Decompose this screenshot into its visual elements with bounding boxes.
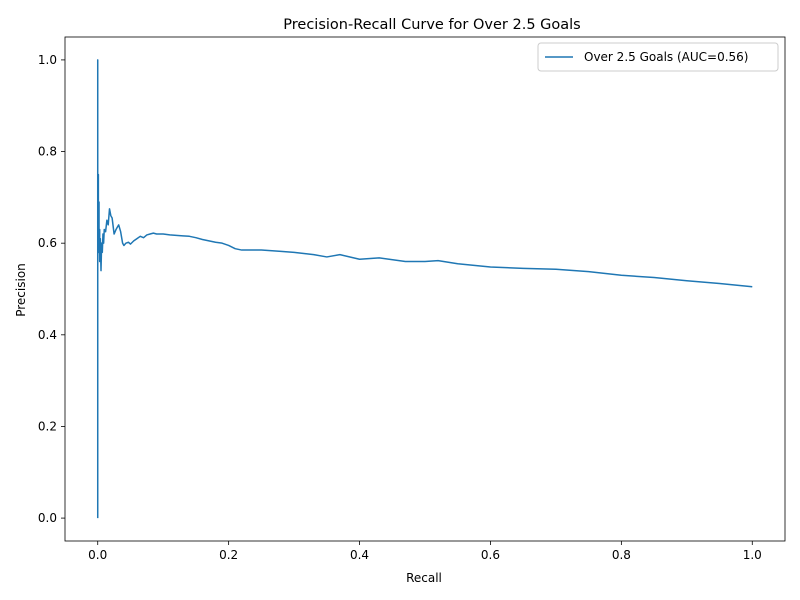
x-tick-label: 0.2 bbox=[219, 548, 238, 562]
y-tick-label: 0.6 bbox=[38, 236, 57, 250]
y-axis-title: Precision bbox=[14, 263, 28, 317]
x-axis-title: Recall bbox=[406, 571, 442, 585]
axes-frame bbox=[64, 36, 786, 542]
x-tick-label: 0.4 bbox=[350, 548, 369, 562]
legend-label: Over 2.5 Goals (AUC=0.56) bbox=[584, 50, 748, 64]
y-tick-label: 0.2 bbox=[38, 419, 57, 433]
plot-area bbox=[64, 36, 786, 542]
x-axis: 0.0 0.2 0.4 0.6 0.8 1.0 bbox=[88, 541, 762, 562]
legend-box bbox=[537, 42, 779, 72]
x-tick-label: 1.0 bbox=[743, 548, 762, 562]
series-line-0 bbox=[96, 59, 753, 519]
chart-title: Precision-Recall Curve for Over 2.5 Goal… bbox=[283, 17, 580, 33]
y-axis: 0.0 0.2 0.4 0.6 0.8 1.0 bbox=[38, 53, 65, 525]
legend: Over 2.5 Goals (AUC=0.56) bbox=[537, 42, 779, 72]
x-tick-label: 0.0 bbox=[88, 548, 107, 562]
y-tick-label: 0.0 bbox=[38, 511, 57, 525]
y-tick-label: 0.4 bbox=[38, 328, 57, 342]
x-tick-label: 0.6 bbox=[481, 548, 500, 562]
y-tick-label: 0.8 bbox=[38, 145, 57, 159]
y-tick-label: 1.0 bbox=[38, 53, 57, 67]
x-tick-label: 0.8 bbox=[612, 548, 631, 562]
